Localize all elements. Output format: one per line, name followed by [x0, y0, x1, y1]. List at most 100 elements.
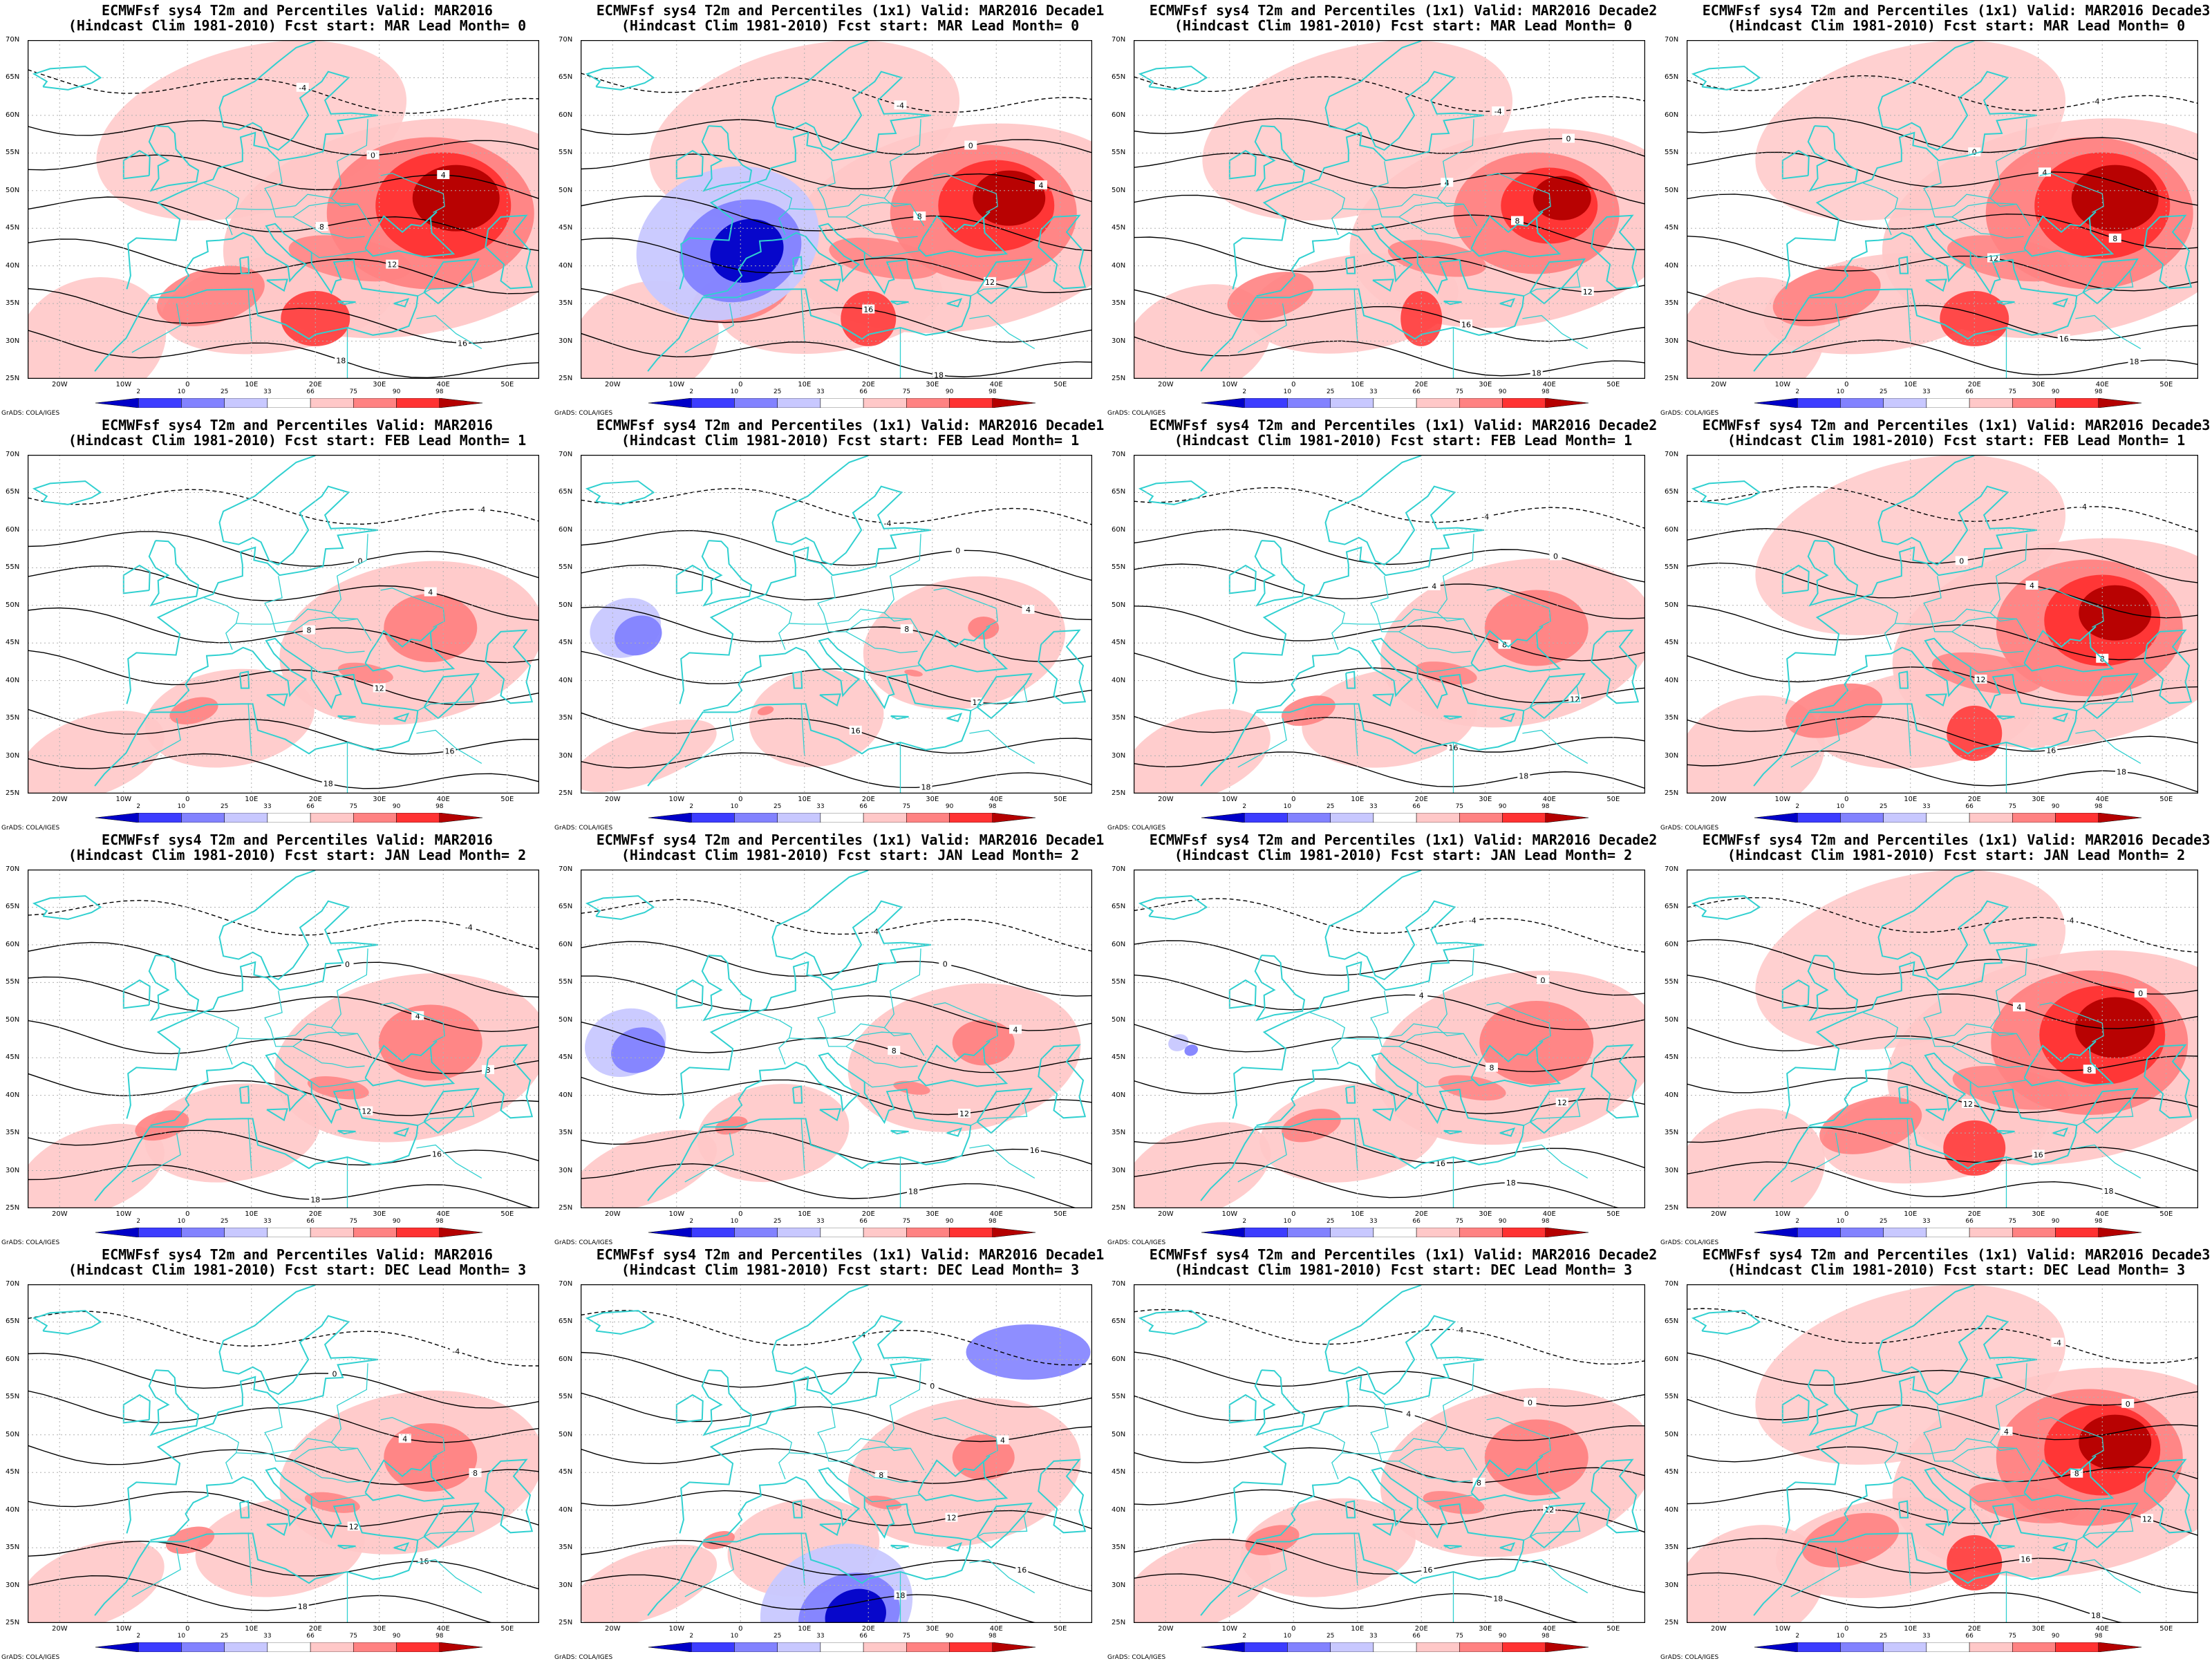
lat-label: 55N — [559, 563, 573, 572]
colorbar-label: 25 — [1879, 1633, 1888, 1640]
colorbar-segment — [310, 813, 354, 823]
lat-label: 45N — [6, 1053, 20, 1062]
grads-credit: GrADS: COLA/IGES — [1107, 1239, 1166, 1246]
contour-line — [1687, 1077, 2198, 1114]
lon-label: 30E — [926, 796, 939, 803]
colorbar-label: 25 — [1326, 1218, 1335, 1225]
coastline — [1529, 673, 1586, 720]
colorbar-label: 25 — [1879, 803, 1888, 810]
contour-line — [28, 120, 539, 156]
colorbar-label: 75 — [2008, 1633, 2017, 1640]
colorbar-label: 2 — [136, 1218, 141, 1225]
lon-label: 30E — [2032, 796, 2045, 803]
temperature-contours — [28, 1311, 539, 1623]
temperature-contours — [1687, 897, 2198, 1208]
colorbar-segment — [1502, 1642, 1546, 1652]
contour-label-box — [939, 959, 952, 968]
panel-subtitle: (Hindcast Clim 1981-2010) Fcst start: MA… — [68, 17, 527, 34]
colorbar-label: 98 — [988, 1633, 997, 1640]
coastline — [2144, 214, 2193, 290]
lat-label: 25N — [559, 789, 573, 797]
lat-label: 35N — [1112, 1129, 1126, 1137]
contour-label-box — [1022, 605, 1035, 614]
contour-label-box — [309, 1194, 322, 1204]
grads-credit: GrADS: COLA/IGES — [1107, 410, 1166, 417]
border-line — [1863, 1427, 1899, 1480]
contour-label: 4 — [428, 588, 433, 597]
colorbar-segment — [95, 813, 139, 823]
lat-label: 60N — [6, 111, 20, 119]
lon-label: 40E — [1542, 381, 1556, 388]
contour-label-box — [347, 1521, 360, 1531]
colorbar-label: 75 — [1455, 1633, 1464, 1640]
lon-label: 10E — [1351, 1625, 1365, 1633]
colorbar-segment — [691, 1642, 735, 1652]
lat-label: 35N — [6, 299, 20, 308]
colorbar-label: 90 — [2051, 1633, 2060, 1640]
colorbar-label: 98 — [1541, 1633, 1550, 1640]
contour-label: 16 — [458, 339, 467, 348]
lon-label: 10W — [1221, 381, 1238, 388]
grads-credit: GrADS: COLA/IGES — [1660, 410, 1719, 417]
lat-label: 65N — [1112, 73, 1126, 82]
warm-anomaly-shading — [1687, 870, 2198, 1208]
colorbar-label: 10 — [177, 1218, 186, 1225]
contour-label-box — [862, 304, 875, 314]
border-line — [1970, 250, 2026, 259]
border-line — [800, 1118, 805, 1171]
colorbar-segment — [863, 1228, 907, 1237]
colorbar-segment — [1416, 1228, 1460, 1237]
coastlines — [1691, 455, 2193, 787]
colorbar-label: 33 — [816, 388, 825, 395]
lat-label: 45N — [6, 639, 20, 647]
contour-label: 8 — [1502, 641, 1507, 650]
border-line — [883, 612, 911, 622]
colorbar-label: 98 — [988, 1218, 997, 1225]
panel-title: ECMWFsf sys4 T2m and Percentiles Valid: … — [102, 1246, 493, 1263]
border-line — [2076, 685, 2134, 711]
lat-label: 55N — [1665, 563, 1679, 572]
contour-line — [581, 1490, 1092, 1530]
contour-label-box — [849, 725, 862, 735]
coastline — [679, 455, 932, 704]
colorbar-segment — [906, 813, 950, 823]
contour-label-box — [431, 1149, 443, 1158]
temperature-contours — [1134, 76, 1645, 377]
percentile-colorbar — [648, 813, 1035, 823]
lon-label: 10E — [245, 381, 259, 388]
contour-label: 12 — [1583, 288, 1593, 297]
contour-line — [1134, 289, 1645, 342]
map-panel: ECMWFsf sys4 T2m and Percentiles Valid: … — [0, 829, 553, 1246]
contour-line — [581, 1076, 1092, 1116]
colorbar-label: 98 — [1541, 388, 1550, 395]
border-line — [1989, 1442, 2017, 1452]
contour-label: -4 — [2079, 503, 2087, 512]
contour-label: 16 — [1436, 1159, 1445, 1168]
colorbar-segment — [439, 813, 482, 823]
panel-title: ECMWFsf sys4 T2m and Percentiles (1x1) V… — [1702, 832, 2211, 848]
border-line — [757, 1012, 793, 1065]
coastline — [890, 715, 909, 720]
border-line — [1342, 119, 1474, 210]
lat-label: 50N — [1665, 186, 1679, 194]
lat-label: 65N — [6, 73, 20, 82]
coastline — [122, 1393, 151, 1424]
lon-label: 20W — [1157, 1210, 1174, 1218]
lon-label: 10W — [668, 1210, 685, 1218]
grads-credit: GrADS: COLA/IGES — [1660, 1654, 1719, 1661]
contour-label: 8 — [473, 1469, 478, 1478]
coastline — [1499, 1541, 1516, 1552]
lon-label: 20E — [1414, 1210, 1428, 1218]
border-line — [292, 216, 365, 239]
contour-label: -4 — [1494, 107, 1502, 116]
border-line — [970, 270, 1028, 297]
lon-label: 0 — [1844, 381, 1849, 388]
colorbar-label: 2 — [689, 1633, 694, 1640]
colorbar-segment — [396, 1228, 440, 1237]
lat-label: 50N — [1112, 1015, 1126, 1024]
lat-label: 55N — [1665, 1393, 1679, 1401]
lon-label: 10E — [1904, 1210, 1918, 1218]
